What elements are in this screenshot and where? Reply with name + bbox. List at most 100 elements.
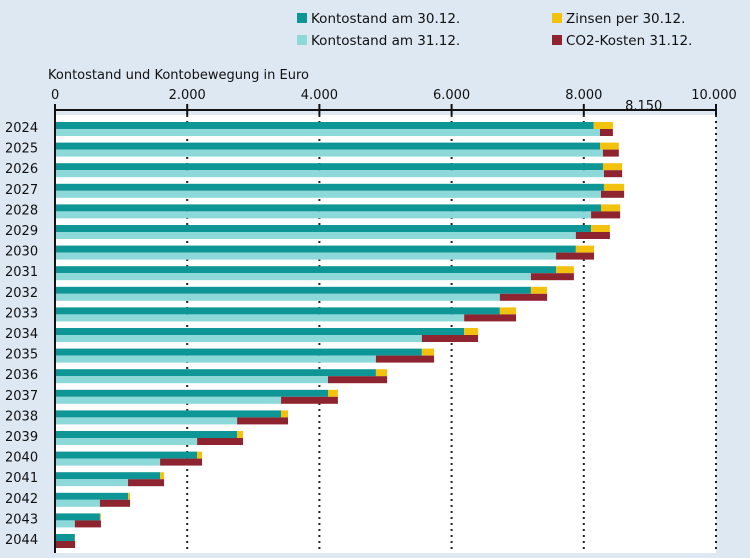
bar-co2-2043 xyxy=(74,520,101,528)
legend-label: Kontostand am 31.12. xyxy=(311,33,460,49)
bar-co2-2035 xyxy=(375,355,435,363)
y-tick-label: 2039 xyxy=(5,430,38,445)
y-tick-label: 2044 xyxy=(5,533,38,548)
y-tick-label: 2041 xyxy=(5,471,38,486)
bar-zinsen-2025 xyxy=(599,142,619,150)
bar-co2-2028 xyxy=(591,211,621,219)
bar-co2-2025 xyxy=(602,149,619,157)
y-tick-label: 2037 xyxy=(5,389,38,404)
legend-swatch-2 xyxy=(552,13,562,23)
bar-zinsen-2038 xyxy=(281,410,289,418)
bar-kontostand-3012-2038 xyxy=(55,410,282,418)
bar-co2-2026 xyxy=(603,170,623,178)
bar-kontostand-3012-2039 xyxy=(55,431,238,438)
bar-kontostand-3012-2030 xyxy=(55,245,576,253)
bar-co2-2030 xyxy=(556,252,595,260)
y-tick-label: 2038 xyxy=(5,409,38,424)
bar-co2-2042 xyxy=(99,499,131,507)
bar-kontostand-3112-2029 xyxy=(55,232,576,239)
bar-kontostand-3112-2038 xyxy=(55,417,238,425)
bar-zinsen-2037 xyxy=(327,389,338,397)
bar-co2-2027 xyxy=(600,190,625,198)
bar-kontostand-3012-2032 xyxy=(55,286,531,294)
legend-label: Zinsen per 30.12. xyxy=(566,11,685,27)
y-tick-label: 2028 xyxy=(5,203,38,218)
bar-zinsen-2031 xyxy=(556,266,574,274)
y-axis-labels: 2024 2025 2026 2027 2028 2029 2030 2031 2032 2033… xyxy=(5,121,38,548)
bar-kontostand-3012-2034 xyxy=(55,328,465,335)
x-tick-label: 10.000 xyxy=(691,88,737,103)
bar-kontostand-3012-2037 xyxy=(55,389,328,397)
bar-kontostand-3112-2024 xyxy=(55,129,600,136)
bar-kontostand-3012-2035 xyxy=(55,348,422,356)
bar-kontostand-3012-2042 xyxy=(55,492,129,500)
bar-zinsen-2033 xyxy=(499,307,517,315)
bar-kontostand-3112-2025 xyxy=(55,149,603,157)
x-axis: 0 2.000 4.000 6.000 8.000 10.000 xyxy=(51,88,737,553)
x-axis-label: Kontostand und Kontobewegung in Euro xyxy=(48,68,309,83)
bar-kontostand-3012-2040 xyxy=(55,451,198,459)
bars xyxy=(55,122,625,548)
y-tick-label: 2032 xyxy=(5,286,38,301)
bar-kontostand-3112-2027 xyxy=(55,190,601,198)
bar-kontostand-3112-2037 xyxy=(55,396,282,404)
y-tick-label: 2027 xyxy=(5,183,38,198)
y-tick-label: 2029 xyxy=(5,224,38,239)
x-tick-label: 0 xyxy=(51,88,59,103)
y-tick-label: 2043 xyxy=(5,512,38,527)
legend-swatch-3 xyxy=(552,35,562,45)
y-tick-label: 2036 xyxy=(5,368,38,383)
bar-kontostand-3012-2044 xyxy=(55,534,75,541)
bar-kontostand-3012-2025 xyxy=(55,142,600,150)
bar-zinsen-2036 xyxy=(375,369,388,377)
bar-kontostand-3112-2040 xyxy=(55,458,161,466)
bar-zinsen-2032 xyxy=(530,286,548,294)
bar-co2-2031 xyxy=(530,273,574,281)
bar-zinsen-2024 xyxy=(593,122,613,129)
bar-zinsen-2041 xyxy=(160,472,165,480)
bar-kontostand-3112-2033 xyxy=(55,314,465,322)
legend-label: Kontostand am 30.12. xyxy=(311,11,460,27)
bar-zinsen-2026 xyxy=(602,163,623,171)
bar-kontostand-3112-2028 xyxy=(55,211,592,219)
x-tick-label: 8.000 xyxy=(565,88,602,103)
bar-co2-2041 xyxy=(128,479,165,487)
bar-kontostand-3112-2036 xyxy=(55,376,328,384)
bar-co2-2024 xyxy=(599,129,613,136)
bar-kontostand-3012-2024 xyxy=(55,122,594,129)
bar-kontostand-3012-2043 xyxy=(55,513,100,521)
bar-kontostand-3112-2035 xyxy=(55,355,376,363)
bar-co2-2044 xyxy=(55,541,76,548)
y-tick-label: 2031 xyxy=(5,265,38,280)
bar-kontostand-3112-2039 xyxy=(55,438,198,445)
y-tick-label: 2033 xyxy=(5,306,38,321)
bar-kontostand-3012-2026 xyxy=(55,163,603,171)
bar-co2-2040 xyxy=(160,458,203,466)
bar-kontostand-3112-2042 xyxy=(55,499,100,507)
bar-kontostand-3012-2027 xyxy=(55,183,604,191)
y-tick-label: 2035 xyxy=(5,348,38,363)
bar-kontostand-3012-2028 xyxy=(55,204,601,212)
annotations: 8.150 xyxy=(625,99,662,114)
y-tick-label: 2040 xyxy=(5,451,38,466)
bar-zinsen-2029 xyxy=(591,225,610,232)
y-tick-label: 2026 xyxy=(5,162,38,177)
bar-kontostand-3012-2031 xyxy=(55,266,557,274)
bar-kontostand-3012-2029 xyxy=(55,225,592,232)
y-tick-label: 2025 xyxy=(5,142,38,157)
bar-kontostand-3012-2036 xyxy=(55,369,376,377)
bar-kontostand-3112-2030 xyxy=(55,252,557,260)
annotation-label: 8.150 xyxy=(625,99,662,114)
y-tick-label: 2024 xyxy=(5,121,38,136)
bar-kontostand-3112-2026 xyxy=(55,170,604,178)
legend-swatch-1 xyxy=(297,35,307,45)
bar-kontostand-3112-2032 xyxy=(55,293,500,301)
bar-co2-2032 xyxy=(499,293,548,301)
bar-co2-2038 xyxy=(237,417,289,425)
bar-kontostand-3112-2043 xyxy=(55,520,75,528)
bar-zinsen-2027 xyxy=(603,183,625,191)
x-tick-label: 2.000 xyxy=(169,88,206,103)
y-tick-label: 2034 xyxy=(5,327,38,342)
y-tick-label: 2030 xyxy=(5,245,38,260)
